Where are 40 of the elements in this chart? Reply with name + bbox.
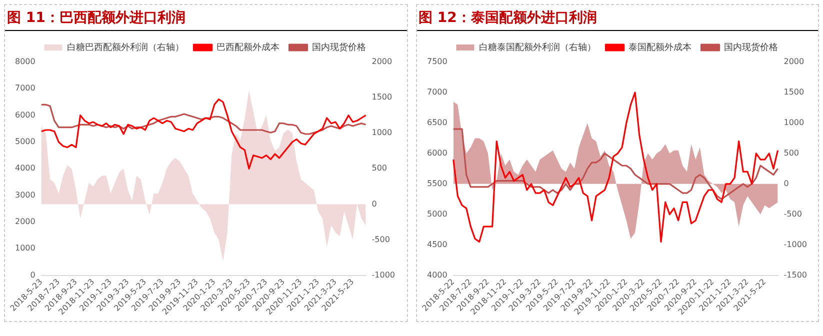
y-tick-label: 5000 [426, 209, 447, 218]
y-tick-label: 6000 [15, 110, 36, 120]
y-tick-label: 7000 [426, 88, 447, 97]
y2-tick-label: 0 [372, 199, 377, 208]
legend-label: 白糖巴西配额外利润（右轴） [66, 42, 184, 53]
y-tick-label: 8000 [15, 57, 36, 66]
y-tick-label: 4000 [15, 164, 36, 173]
y-tick-label: 1000 [15, 244, 36, 253]
y2-tick-label: 1000 [372, 128, 392, 138]
y2-tick-label: -500 [372, 234, 390, 244]
y2-tick-label: -1500 [783, 270, 807, 280]
y2-tick-label: 500 [783, 148, 799, 158]
y2-tick-label: 1500 [783, 88, 804, 97]
y-tick-label: 4500 [426, 240, 447, 249]
y2-tick-label: -1000 [372, 270, 396, 280]
y2-tick-label: -500 [783, 209, 802, 218]
y-tick-label: 7000 [15, 84, 36, 93]
y-tick-label: 7500 [426, 57, 447, 66]
legend-label: 国内现货价格 [312, 42, 366, 53]
legend-label: 国内现货价格 [723, 42, 778, 53]
y2-tick-label: 1500 [372, 92, 392, 102]
y-tick-label: 6500 [426, 118, 447, 128]
chart-title: 图 12：泰国配额外进口利润 [416, 5, 818, 31]
legend-label: 白糖泰国配额外利润（右轴） [478, 42, 596, 53]
y2-tick-label: -1000 [783, 240, 807, 249]
y-tick-label: 5500 [426, 178, 447, 188]
y-tick-label: 0 [30, 270, 36, 280]
y-tick-label: 3000 [15, 190, 36, 200]
y-tick-label: 4000 [426, 270, 447, 280]
y2-tick-label: 1000 [783, 118, 804, 128]
y2-tick-label: 2000 [372, 57, 392, 66]
y-tick-label: 2000 [15, 217, 36, 226]
y-tick-label: 6000 [426, 148, 447, 158]
y2-tick-label: 0 [783, 178, 788, 188]
y-tick-label: 5000 [15, 137, 36, 146]
chart-title: 图 11：巴西配额外进口利润 [5, 5, 406, 31]
y2-tick-label: 500 [372, 164, 388, 173]
y2-tick-label: 2000 [783, 57, 804, 66]
legend-label: 泰国配额外成本 [628, 42, 691, 53]
legend-label: 巴西配额外成本 [216, 42, 280, 53]
